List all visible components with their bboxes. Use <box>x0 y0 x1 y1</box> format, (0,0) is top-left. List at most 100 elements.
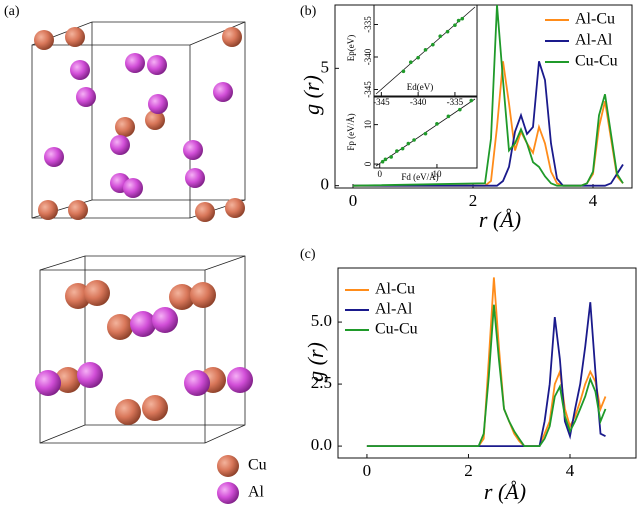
panel-label: (c) <box>300 247 316 262</box>
x-tick-label: 2 <box>469 191 478 210</box>
legend-label: Al <box>248 484 265 501</box>
point <box>446 114 451 119</box>
x-tick-label: 4 <box>589 191 598 210</box>
structure-top <box>31 21 246 219</box>
point <box>380 159 385 164</box>
point <box>456 18 461 23</box>
al-atom <box>35 370 61 396</box>
al-atom <box>185 168 205 188</box>
y-tick-label: 2.5 <box>311 373 332 392</box>
x-axis-label: r (Å) <box>484 479 526 504</box>
cu-atom <box>190 282 216 308</box>
structure-bottom <box>39 255 246 444</box>
cu-atom <box>84 280 110 306</box>
point <box>453 23 457 27</box>
al-atom <box>110 135 130 155</box>
cu-atom <box>38 200 58 220</box>
y-tick-label: -345 <box>363 81 373 98</box>
point <box>423 131 428 136</box>
al-atom <box>130 311 156 337</box>
cu-atom <box>142 395 168 421</box>
al-atom <box>148 94 168 114</box>
x-tick-label: -345 <box>373 97 390 107</box>
cu-atom <box>115 117 135 137</box>
cu-atom <box>68 200 88 220</box>
x-tick-label: 2 <box>464 461 473 480</box>
y-tick-label: 10 <box>363 120 373 130</box>
atoms <box>34 27 253 425</box>
cu-atom <box>169 284 195 310</box>
x-tick-label: 10 <box>432 169 442 179</box>
x-tick-label: 0 <box>349 191 358 210</box>
cu-atom <box>55 367 81 393</box>
cu-atom <box>107 314 133 340</box>
legend-label: Cu-Cu <box>375 321 418 338</box>
point <box>460 16 465 21</box>
point <box>438 34 443 38</box>
y-axis-label: g (r) <box>299 75 324 115</box>
series-line <box>353 61 624 187</box>
x-axis-label: r (Å) <box>479 207 521 232</box>
point <box>416 55 420 60</box>
x-tick-label: 0 <box>363 461 372 480</box>
al-atom <box>44 147 64 167</box>
cu-atom <box>225 198 245 218</box>
point <box>406 141 411 146</box>
legend-label: Cu-Cu <box>575 53 618 70</box>
al-atom <box>227 367 253 393</box>
point <box>412 138 416 142</box>
y-tick-label: 5.0 <box>311 311 332 330</box>
cu-atom <box>115 399 141 425</box>
legend-swatch <box>217 455 239 477</box>
inset-frame <box>373 4 478 97</box>
x-tick-label: 4 <box>566 461 575 480</box>
y-axis-label: Fp (eV/Å) <box>346 113 356 150</box>
legend-swatch <box>217 482 239 504</box>
al-atom <box>152 307 178 333</box>
y-axis-label: g (r) <box>303 342 328 382</box>
legend-label: Al-Al <box>375 301 413 318</box>
al-atom <box>123 178 143 198</box>
legend-label: Al-Al <box>575 32 613 49</box>
point <box>423 48 428 52</box>
point <box>395 149 399 153</box>
y-tick-label: -340 <box>363 48 373 65</box>
y-tick-label: 0 <box>363 161 373 166</box>
series-line <box>366 304 607 447</box>
y-tick-label: 0 <box>321 175 330 194</box>
cu-atom <box>34 30 54 50</box>
al-atom <box>183 140 203 160</box>
al-atom <box>213 82 233 102</box>
legend-label: Al-Cu <box>375 281 415 298</box>
x-tick-label: -335 <box>447 97 464 107</box>
al-atom <box>70 60 90 80</box>
y-tick-label: 5 <box>321 57 330 76</box>
cu-atom <box>65 27 85 47</box>
y-axis-label: Ep(eV) <box>346 35 356 62</box>
point <box>431 42 435 47</box>
point <box>401 69 406 74</box>
inset-frame <box>373 96 478 169</box>
point <box>435 122 439 126</box>
al-atom <box>77 362 103 388</box>
y-tick-label: -335 <box>363 16 373 33</box>
al-atom <box>76 87 96 107</box>
legend-label: Cu <box>248 457 267 474</box>
cu-atom <box>222 27 242 47</box>
x-tick-label: -340 <box>410 97 427 107</box>
panel-label: (a) <box>4 4 20 19</box>
point <box>458 107 462 112</box>
x-tick-label: 0 <box>377 169 382 179</box>
plot-frame <box>334 4 633 189</box>
cu-atom <box>195 202 215 222</box>
y-tick-label: 0.0 <box>311 435 332 454</box>
al-atom <box>147 55 167 75</box>
x-axis-label: Fd (eV/Å) <box>401 172 438 182</box>
al-atom <box>125 53 145 73</box>
point <box>469 98 474 103</box>
cu-atom <box>145 110 165 130</box>
legend-label: Al-Cu <box>575 11 615 28</box>
al-atom <box>184 370 210 396</box>
point <box>400 146 405 151</box>
